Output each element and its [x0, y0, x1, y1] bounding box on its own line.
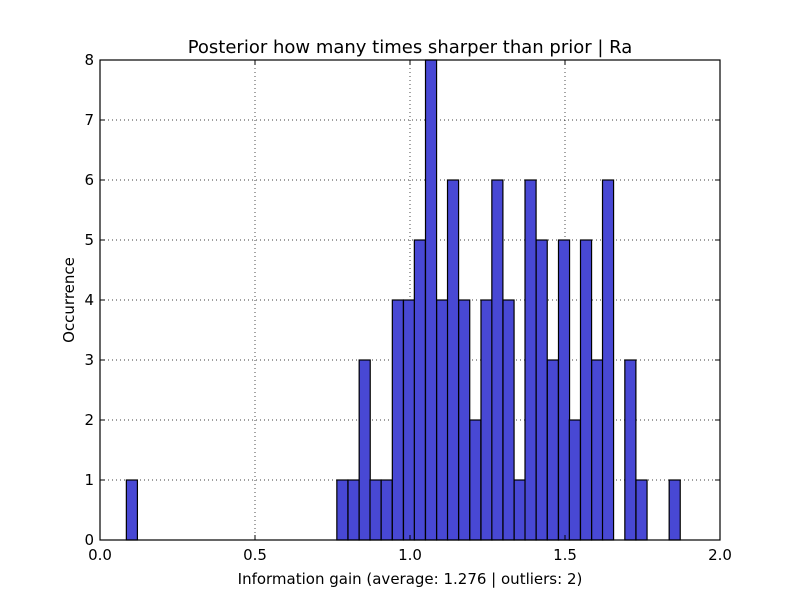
histogram-bar [458, 299, 471, 541]
y-tick-label: 6 [84, 171, 94, 189]
histogram-bar [413, 239, 427, 541]
histogram-bar [668, 479, 681, 541]
histogram-bar [535, 239, 548, 541]
histogram-bar [424, 59, 438, 541]
histogram-bar [524, 179, 537, 541]
histogram-bar [446, 179, 460, 541]
y-tick-label: 5 [84, 231, 94, 249]
y-tick-label: 1 [84, 471, 94, 489]
y-tick-label: 2 [84, 411, 94, 429]
histogram-bar [557, 239, 571, 541]
histogram-bar [358, 359, 371, 541]
x-tick-label: 1.5 [553, 546, 577, 564]
x-tick-label: 0.0 [88, 546, 112, 564]
histogram-bar [568, 419, 582, 541]
y-axis-label: Occurrence [60, 257, 78, 343]
histogram-bar [579, 239, 593, 541]
histogram-bar [436, 299, 449, 541]
histogram-bar [480, 299, 493, 541]
y-tick-label: 8 [84, 51, 94, 69]
histogram-bar [635, 479, 648, 541]
histogram-bar [336, 479, 349, 541]
histogram-bar [591, 359, 604, 541]
y-tick-label: 4 [84, 291, 94, 309]
histogram-bar [624, 359, 637, 541]
histogram-bar [601, 179, 615, 541]
x-tick-label: 0.5 [243, 546, 267, 564]
histogram-bar [402, 299, 416, 541]
histogram-bar [391, 299, 404, 541]
histogram-bar [125, 479, 139, 541]
x-tick-label: 1.0 [398, 546, 422, 564]
histogram-bars [125, 59, 681, 541]
histogram-bar [513, 479, 526, 541]
histogram-bar [469, 419, 482, 541]
y-tick-label: 0 [84, 531, 94, 549]
histogram-bar [546, 359, 559, 541]
histogram-bar [380, 479, 393, 541]
axis-ticks: 0.0 0.5 1.0 1.5 2.0 0 1 2 3 4 5 6 7 8 [84, 51, 731, 564]
histogram-bar [502, 299, 515, 541]
chart-title: Posterior how many times sharper than pr… [188, 37, 633, 58]
histogram-bar [491, 179, 504, 541]
y-tick-label: 7 [84, 111, 94, 129]
y-tick-label: 3 [84, 351, 94, 369]
x-axis-label: Information gain (average: 1.276 | outli… [238, 570, 583, 588]
histogram-bar [369, 479, 382, 541]
x-tick-label: 2.0 [708, 546, 732, 564]
histogram-bar [347, 479, 360, 541]
